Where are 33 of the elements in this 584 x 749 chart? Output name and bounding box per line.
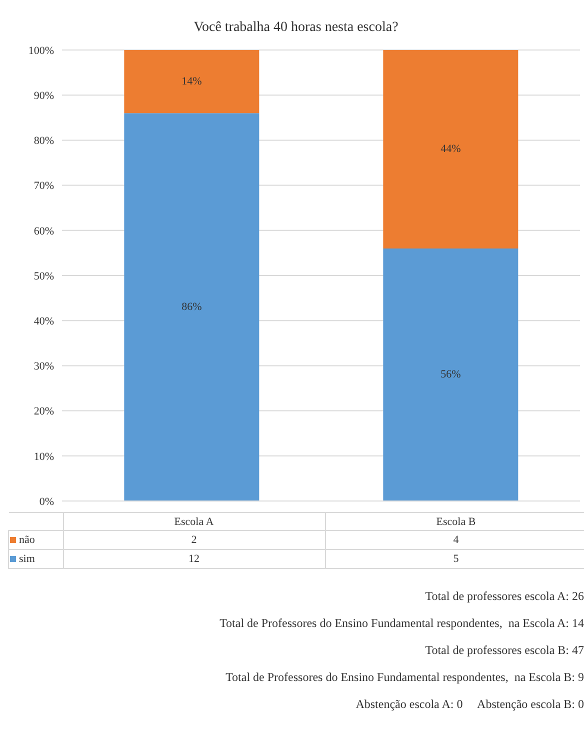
text: Abstenção escola A: 0 Abstenção escola B: 0 [354, 697, 584, 712]
data-label: 44% [440, 143, 461, 156]
x-tick-label: Escola A [63, 512, 325, 530]
legend-label: não [8, 530, 63, 550]
y-tick-label: 60% [34, 225, 54, 238]
y-tick-label: 20% [34, 406, 54, 418]
data-label: 86% [182, 301, 202, 314]
y-tick-label: 70% [34, 180, 54, 192]
y-tick-label: 40% [34, 316, 54, 328]
y-tick-label: 80% [34, 135, 54, 148]
legend-label: sim [8, 550, 63, 568]
y-tick-label: 50% [34, 270, 54, 282]
x-tick-label: Escola B [325, 512, 584, 530]
bar [383, 50, 518, 248]
text: 12 [63, 550, 325, 568]
bar [383, 248, 518, 501]
text: 4 [325, 530, 584, 550]
text: 2 [63, 530, 325, 550]
y-tick-label: 10% [34, 450, 54, 463]
bar [124, 50, 260, 114]
bar [124, 113, 260, 501]
chart-title: Você trabalha 40 horas nesta escola? [192, 19, 400, 37]
text: Total de professores escola A: 26 [424, 589, 584, 604]
text: Total de professores escola B: 47 [424, 643, 584, 658]
text: Total de Professores do Ensino Fundamental respondentes, na Escola B: 9 [224, 670, 584, 685]
data-label: 14% [182, 76, 202, 88]
text: 5 [325, 550, 584, 568]
y-tick-label: 100% [28, 44, 54, 57]
y-tick-label: 30% [34, 360, 54, 373]
y-tick-label: 0% [39, 496, 54, 508]
y-tick-label: 90% [34, 90, 54, 102]
text: Total de Professores do Ensino Fundamental respondentes, na Escola A: 14 [218, 616, 584, 631]
data-label: 56% [440, 368, 461, 381]
